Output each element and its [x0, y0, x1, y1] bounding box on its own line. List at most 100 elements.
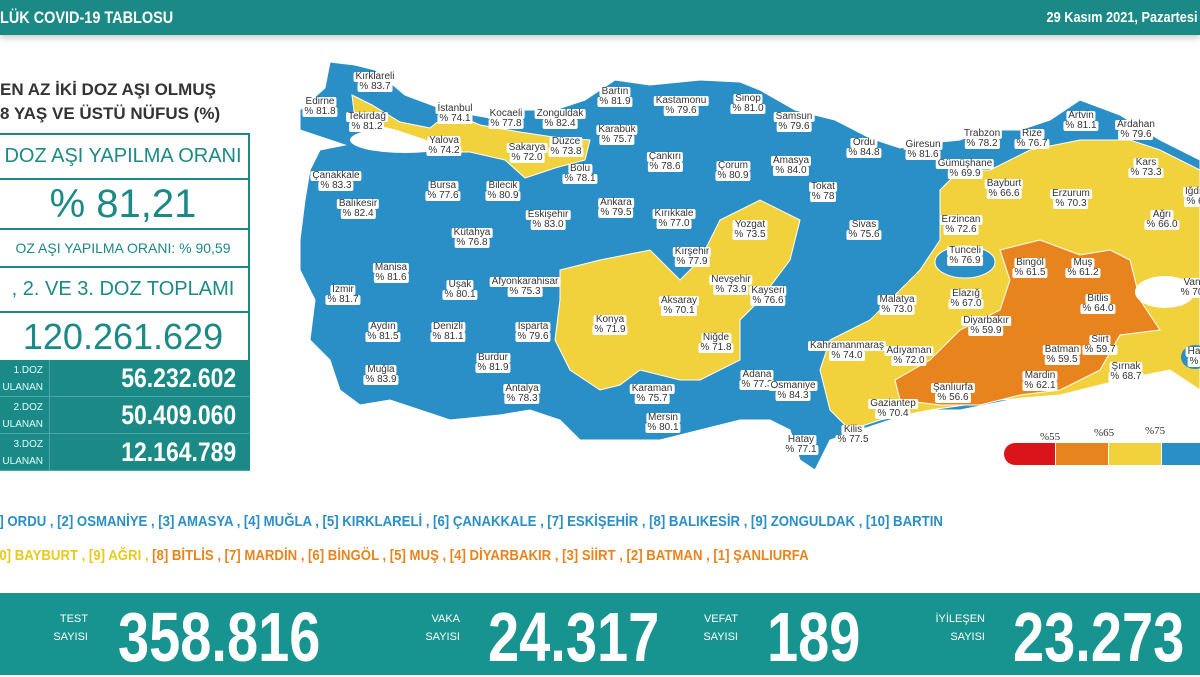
province-label: Gümüşhane% 69.9 [935, 159, 995, 179]
province-value: % 70 [1178, 288, 1200, 298]
province-label: Siirt% 59.7 [1082, 334, 1118, 355]
province-label: Malatya% 73.0 [877, 295, 917, 315]
bottom-list-item: [1] ŞANLIURFA [713, 547, 809, 564]
province-name: Bilecik [486, 180, 520, 191]
province-name: Siirt [1089, 334, 1111, 345]
province-label: Nevşehir% 73.9 [709, 274, 753, 295]
legend-red [1004, 443, 1055, 465]
dose-value: 12.164.789 [121, 437, 236, 467]
turkey-map [299, 61, 1200, 471]
province-value: % 69.9 [947, 168, 983, 179]
province-value: % 81.6 [905, 149, 941, 160]
province-value: % 82.4 [542, 118, 578, 129]
province-value: % 66.0 [1144, 219, 1180, 230]
province-value: % 84.3 [775, 390, 811, 401]
province-value: % 73.8 [548, 146, 584, 157]
province-label: Karabük% 75.7 [596, 125, 638, 145]
province-name: Adana [740, 369, 774, 380]
color-legend [1004, 443, 1200, 465]
case-label: VAKA SAYISI [425, 613, 460, 643]
province-value: % 74.0 [829, 350, 865, 361]
province-value: % 77.5 [835, 434, 871, 445]
province-value: % 75.6 [846, 229, 882, 240]
province-label: Sivas% 75.6 [846, 220, 882, 240]
province-name: Kırıkkale [652, 208, 696, 219]
province-name: Nevşehir [709, 274, 753, 285]
dose-row: 2.DOZ ULANAN 50.409.060 [0, 397, 250, 434]
province-label: Tokat% 78 [809, 182, 837, 202]
province-name: Ağrı [1150, 209, 1174, 220]
map-region-orange [894, 239, 1161, 406]
province-label: Kahramanmaraş% 74.0 [808, 341, 886, 361]
province-label: Uşak% 80.1 [442, 280, 478, 300]
legend-tick: %55 [1040, 431, 1061, 443]
province-name: Hatay [785, 434, 817, 445]
province-name: Niğde [700, 332, 732, 343]
province-label: İzmir% 81.7 [325, 285, 361, 305]
bottom-list-item: [7] MARDİN , [224, 547, 305, 564]
province-value: % 73.3 [1128, 167, 1164, 178]
province-name: Şırnak [1109, 361, 1143, 372]
province-value: % 6 [1184, 197, 1200, 207]
top-list-item: [10] BARTIN [865, 513, 943, 530]
province-value: % 81.8 [302, 106, 338, 117]
dose-label: 3.DOZ ULANAN [0, 434, 50, 471]
province-value: % 79.6 [515, 331, 551, 342]
province-name: Çankırı [646, 151, 684, 162]
province-value: % 71.8 [698, 342, 734, 353]
province-name: Tekirdağ [346, 111, 388, 122]
province-value: % 59.9 [968, 325, 1004, 336]
province-label: Osmaniye% 84.3 [768, 381, 818, 401]
province-label: Bitlis% 64.0 [1080, 294, 1116, 314]
province-name: Tokat [809, 181, 837, 192]
province-value: % 75.7 [599, 134, 635, 145]
province-label: Aydın% 81.5 [365, 322, 401, 342]
province-label: Antalya% 78.3 [503, 383, 541, 404]
province-name: Düzce [549, 136, 583, 147]
province-label: Konya% 71.9 [592, 315, 628, 335]
province-value: % 81.1 [430, 331, 466, 342]
stats-footer: TEST SAYISI 358.816 VAKA SAYISI 24.317 VEF… [0, 593, 1200, 676]
province-label: Eskişehir% 83.0 [525, 210, 571, 230]
province-name: Balıkesir [336, 198, 380, 209]
death-label: VEFAT SAYISI [703, 613, 738, 643]
province-value: % 77.6 [425, 190, 461, 201]
province-label: Düzce% 73.8 [548, 136, 584, 157]
province-value: % 81.9 [475, 362, 511, 373]
province-name: Kahramanmaraş [808, 340, 886, 351]
province-value: % 59.7 [1082, 344, 1118, 355]
province-label: Adana% 77.3 [739, 369, 775, 390]
province-label: Batman% 59.5 [1042, 345, 1082, 365]
province-value: % 81.7 [325, 294, 361, 305]
province-value: % 78.1 [562, 173, 598, 184]
province-name: Antalya [503, 383, 541, 394]
province-value: % 79.6 [663, 105, 699, 116]
bottom-list-item: [8] BİTLİS , [152, 547, 222, 564]
province-name: Yozgat [732, 219, 768, 230]
province-label: Rize% 76.7 [1014, 129, 1050, 149]
province-name: Bolu [567, 163, 593, 174]
province-label: Çorum% 80.9 [715, 161, 751, 181]
province-value: % 81.6 [373, 272, 409, 283]
province-name: Kütahya [451, 227, 493, 238]
province-value: % 73.9 [713, 284, 749, 295]
province-name: Kırşehir [672, 246, 712, 257]
province-value: % 67.0 [948, 298, 984, 309]
top-list-item: [4] MUĞLA , [243, 513, 319, 530]
date-label: 29 Kasım 2021, Pazartesi 1 [1046, 9, 1200, 26]
province-value: % 77.8 [488, 118, 524, 129]
province-value: % 62.1 [1022, 380, 1058, 391]
map-region-yellow-central [554, 199, 801, 391]
bottom-ten-list: 10] BAYBURT , [9] AĞRI , [8] BİTLİS , [7] M… [0, 547, 812, 564]
province-label: Denizli% 81.1 [430, 322, 466, 342]
province-value: % 78.2 [964, 138, 1000, 149]
province-label: Kilis% 77.5 [835, 425, 871, 445]
province-value: % 56.6 [935, 392, 971, 403]
province-label: Yozgat% 73.5 [732, 219, 768, 240]
province-value: % 75.3 [507, 286, 543, 297]
province-value: % 77.1 [783, 444, 819, 455]
province-name: Ankara [598, 197, 634, 208]
province-label: Bingöl% 61.5 [1012, 258, 1048, 278]
legend-tick: %65 [1094, 427, 1115, 439]
province-name: Sinop [733, 93, 763, 104]
